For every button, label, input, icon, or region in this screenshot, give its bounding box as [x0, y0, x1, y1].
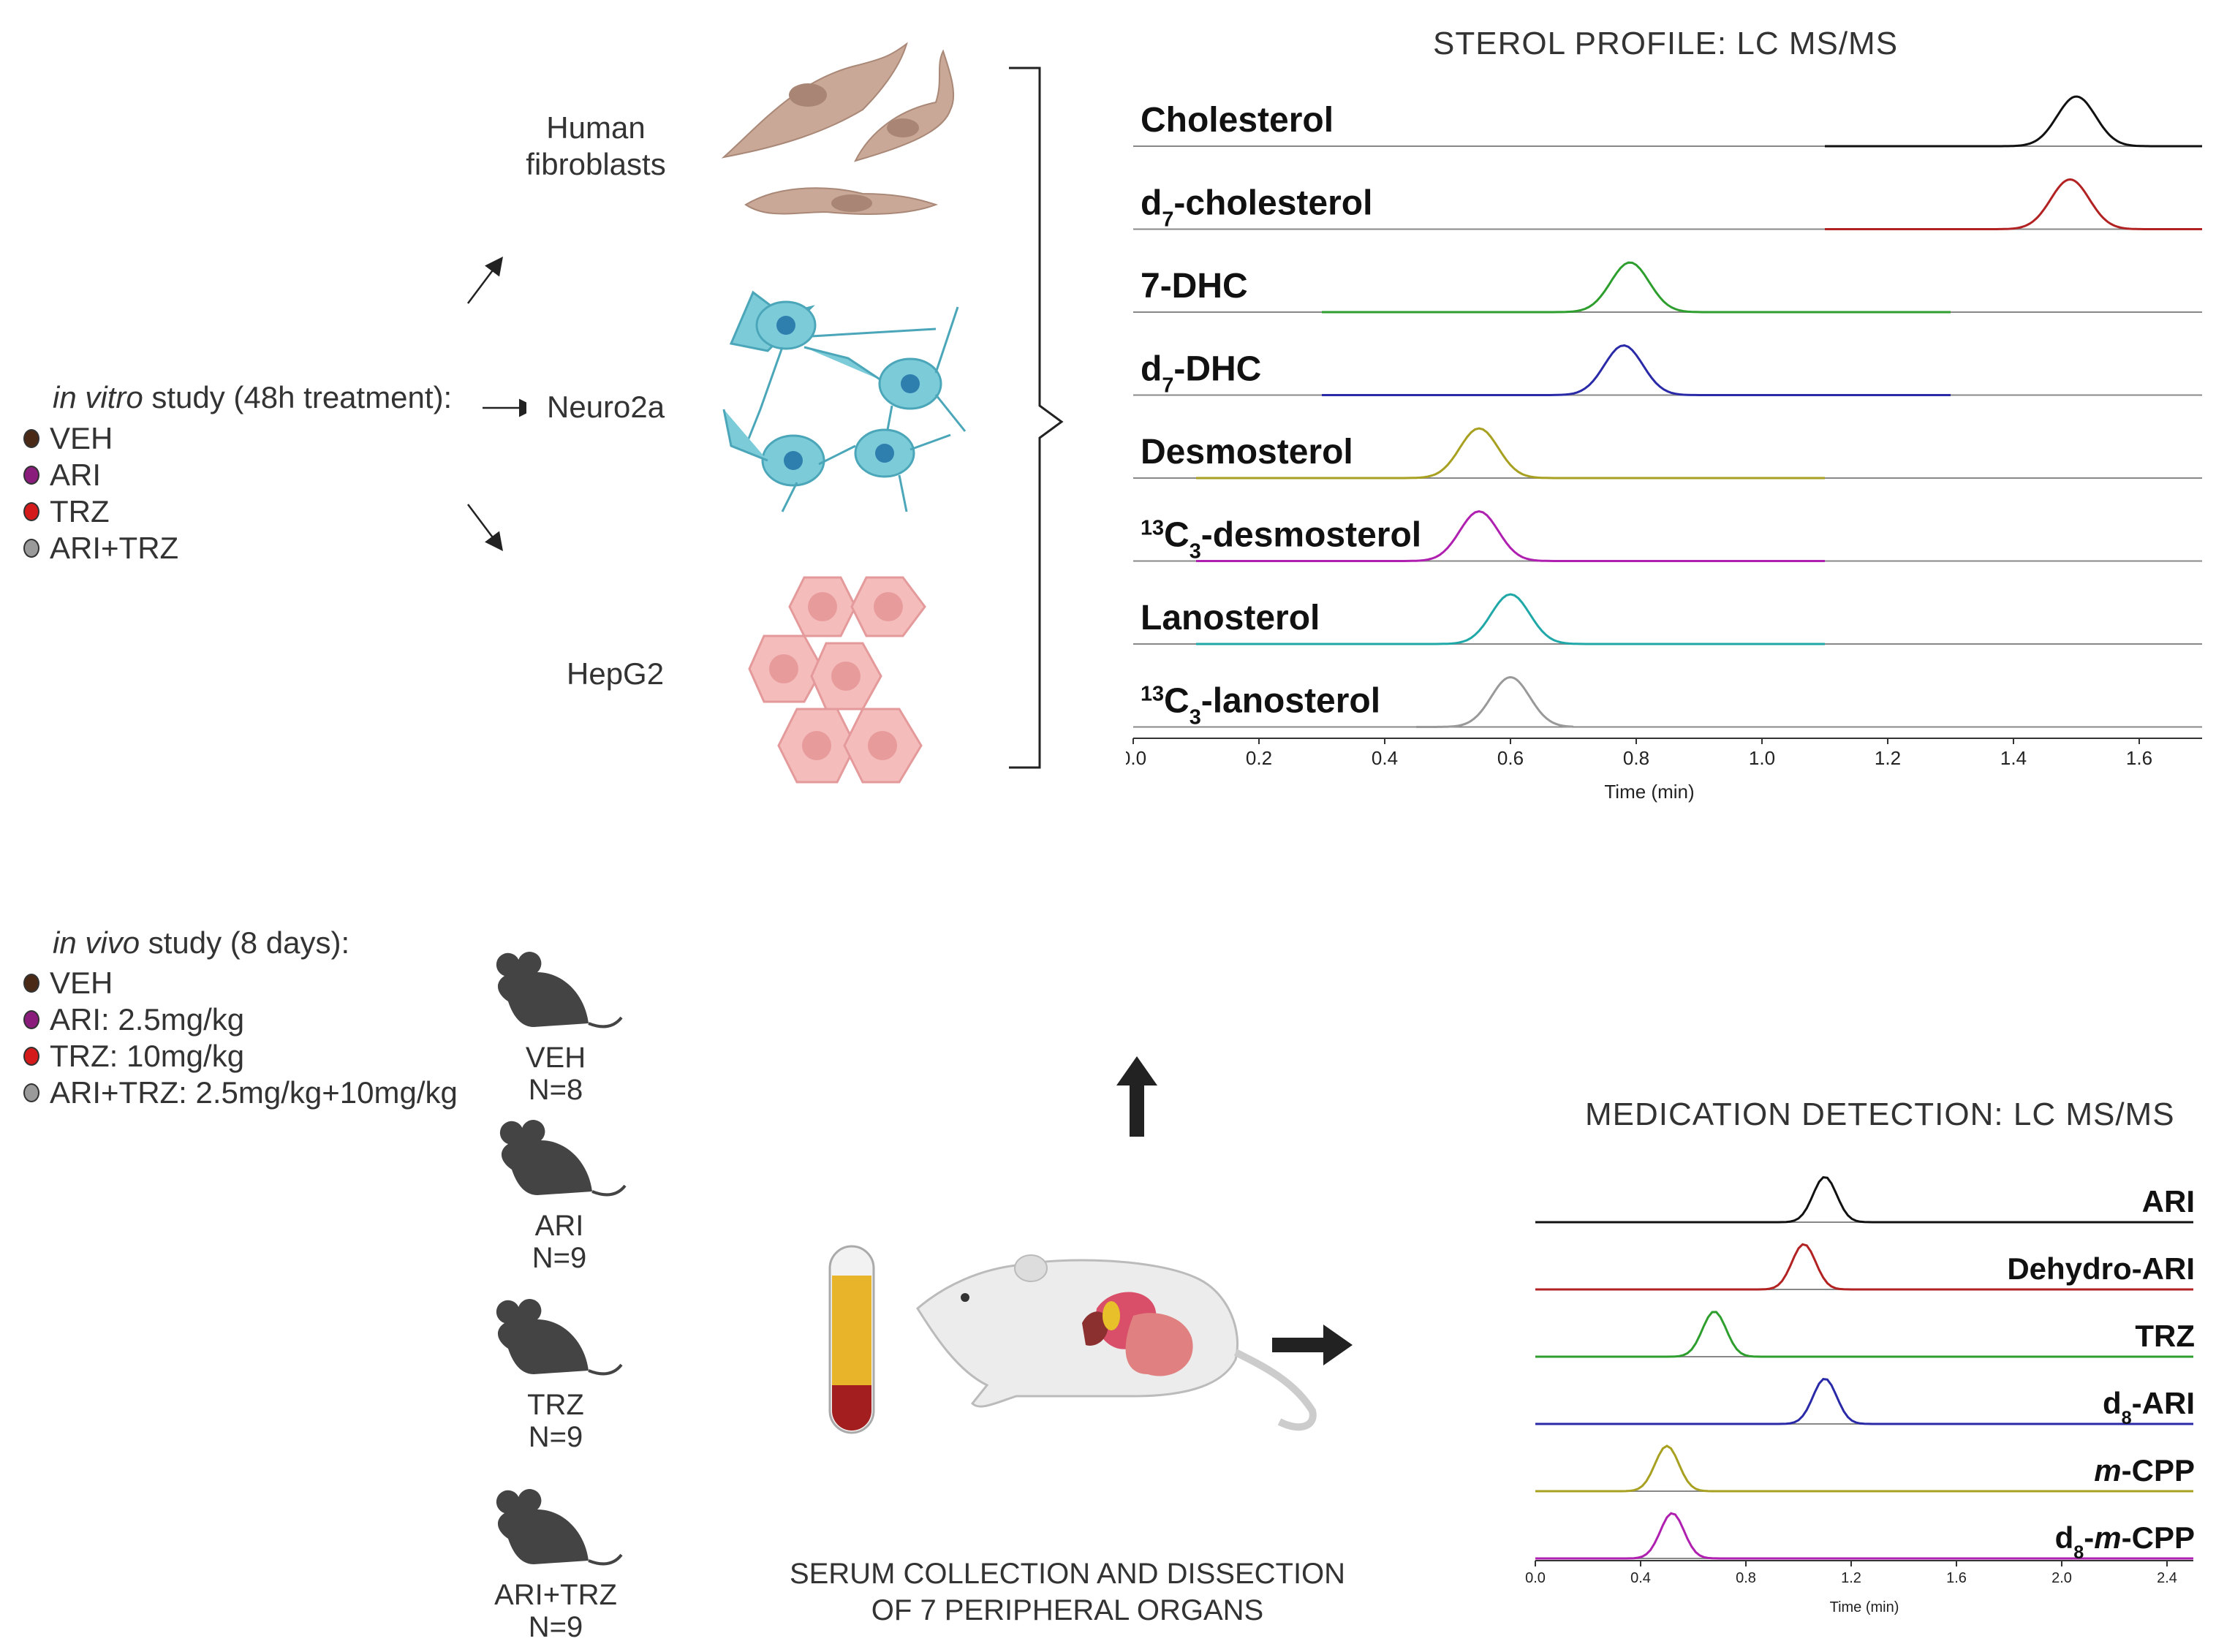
arrow-down-icon: [467, 504, 503, 551]
bracket-connector: [1009, 67, 1064, 769]
group-dot-icon: [23, 429, 39, 448]
x-axis-label: Time (min): [1604, 781, 1694, 803]
fibroblast-cells-illustration: [721, 42, 955, 215]
blood-tube-illustration: [828, 1245, 875, 1434]
x-tick-label: 1.6: [2126, 747, 2152, 769]
x-tick-label: 1.6: [1946, 1570, 1967, 1586]
group-dot-icon: [23, 1047, 39, 1066]
series-trace-TRZ: [1535, 1311, 2193, 1358]
series-label-d8-ARI: d8-ARI: [2103, 1386, 2195, 1428]
group-dot-icon: [23, 466, 39, 485]
in-vitro-arrows: [467, 257, 526, 551]
sterol-profile-chart: Cholesterol d7-cholesterol 7-DHC d7-DHC Desm…: [1126, 95, 2202, 803]
x-tick-label: 0.8: [1736, 1570, 1756, 1586]
mouse-icon: [499, 1120, 627, 1197]
group-dot-icon: [23, 974, 39, 993]
neuro2a-cells-illustration: [722, 290, 967, 512]
hepg2-cells-illustration: [748, 576, 926, 784]
arrow-up-icon: [467, 257, 503, 304]
in-vivo-title: in vivo study (8 days):: [53, 925, 350, 960]
series-label-13C3-lanosterol: 13C3-lanosterol: [1141, 682, 1380, 730]
x-tick-label: 0.4: [1630, 1570, 1651, 1586]
legend-item: TRZ: [22, 493, 178, 530]
in-vitro-legend: VEH ARI TRZ ARI+TRZ: [22, 420, 178, 567]
series-label-13C3-desmosterol: 13C3-desmosterol: [1141, 516, 1421, 564]
mouse-group-veh: VEH N=8: [483, 950, 629, 1106]
dissected-mouse-illustration: [916, 1254, 1317, 1431]
medication-chart-title: MEDICATION DETECTION: LC MS/MS: [1585, 1096, 2175, 1132]
legend-item: TRZ: 10mg/kg: [22, 1038, 458, 1075]
mouse-group-ari-trz: ARI+TRZ N=9: [483, 1488, 629, 1643]
group-dot-icon: [23, 1010, 39, 1029]
series-label-TRZ: TRZ: [2135, 1319, 2195, 1353]
x-tick-label: 0.6: [1497, 747, 1524, 769]
series-trace-7-DHC: [1322, 261, 1951, 314]
x-tick-label: 2.0: [2051, 1570, 2072, 1586]
mouse-icon: [496, 1299, 623, 1376]
series-trace-Desmosterol: [1196, 427, 1825, 480]
x-tick-label: 0.4: [1372, 747, 1398, 769]
arrow-up-icon: [1116, 1056, 1157, 1137]
series-label-7-DHC: 7-DHC: [1141, 267, 1248, 306]
x-tick-label: 1.0: [1749, 747, 1775, 769]
cell-label-fibroblasts: Human fibroblasts: [526, 110, 666, 181]
series-label-ARI: ARI: [2142, 1184, 2195, 1219]
series-trace-13C3-desmosterol: [1196, 509, 1825, 562]
series-trace-Lanosterol: [1196, 593, 1825, 645]
series-trace-13C3-lanosterol: [1416, 675, 1574, 728]
series-trace-m-CPP: [1535, 1444, 2193, 1493]
x-tick-label: 1.4: [2000, 747, 2027, 769]
legend-item: ARI: 2.5mg/kg: [22, 1001, 458, 1038]
x-tick-label: 2.4: [2157, 1570, 2177, 1586]
sterol-chart-title: STEROL PROFILE: LC MS/MS: [1433, 26, 1899, 61]
in-vitro-title: in vitro study (48h treatment):: [53, 380, 453, 414]
x-tick-label: 0.2: [1246, 747, 1272, 769]
x-tick-label: 1.2: [1841, 1570, 1861, 1586]
series-trace-Cholesterol: [1825, 95, 2202, 148]
series-trace-ARI: [1535, 1176, 2193, 1224]
series-trace-d8-ARI: [1535, 1378, 2193, 1425]
x-tick-label: 1.2: [1875, 747, 1901, 769]
series-label-Lanosterol: Lanosterol: [1141, 599, 1320, 637]
series-trace-d7-cholesterol: [1825, 178, 2202, 230]
series-trace-Dehydro-ARI: [1535, 1243, 2193, 1291]
series-label-d7-DHC: d7-DHC: [1141, 350, 1261, 398]
group-dot-icon: [23, 1083, 39, 1102]
series-label-d8-m-CPP: d8-m-CPP: [2055, 1520, 2195, 1563]
mouse-group-ari: ARI N=9: [486, 1118, 632, 1274]
cell-label-neuro2a: Neuro2a: [547, 390, 665, 424]
x-tick-label: 0.8: [1623, 747, 1649, 769]
medication-detection-chart: ARI Dehydro-ARI TRZ d8-ARI m-CPP d8-m-CPP 0.0 0…: [1525, 1176, 2195, 1615]
legend-item: VEH: [22, 420, 178, 457]
group-dot-icon: [23, 539, 39, 558]
in-vivo-legend: VEH ARI: 2.5mg/kg TRZ: 10mg/kg ARI+TRZ: …: [22, 965, 458, 1111]
mouse-group-trz: TRZ N=9: [483, 1297, 629, 1453]
x-tick-label: 0.0: [1126, 747, 1146, 769]
legend-item: ARI+TRZ: 2.5mg/kg+10mg/kg: [22, 1075, 458, 1111]
group-dot-icon: [23, 502, 39, 521]
legend-item: ARI+TRZ: [22, 530, 178, 567]
mouse-icon: [496, 952, 623, 1028]
mouse-icon: [496, 1489, 623, 1566]
series-label-Cholesterol: Cholesterol: [1141, 101, 1334, 140]
cell-label-hepg2: HepG2: [567, 656, 665, 691]
collection-caption: SERUM COLLECTION AND DISSECTION OF 7 PER…: [789, 1558, 1346, 1626]
series-label-Desmosterol: Desmosterol: [1141, 433, 1353, 471]
series-label-m-CPP: m-CPP: [2094, 1453, 2195, 1488]
series-label-Dehydro-ARI: Dehydro-ARI: [2007, 1251, 2195, 1286]
series-trace-d7-DHC: [1322, 344, 1951, 396]
arrow-right-icon: [1272, 1325, 1353, 1365]
x-axis-label: Time (min): [1830, 1599, 1899, 1615]
x-tick-label: 0.0: [1525, 1570, 1546, 1586]
legend-item: ARI: [22, 457, 178, 493]
series-label-d7-cholesterol: d7-cholesterol: [1141, 184, 1372, 232]
legend-item: VEH: [22, 965, 458, 1001]
series-trace-d8-m-CPP: [1535, 1512, 2193, 1560]
